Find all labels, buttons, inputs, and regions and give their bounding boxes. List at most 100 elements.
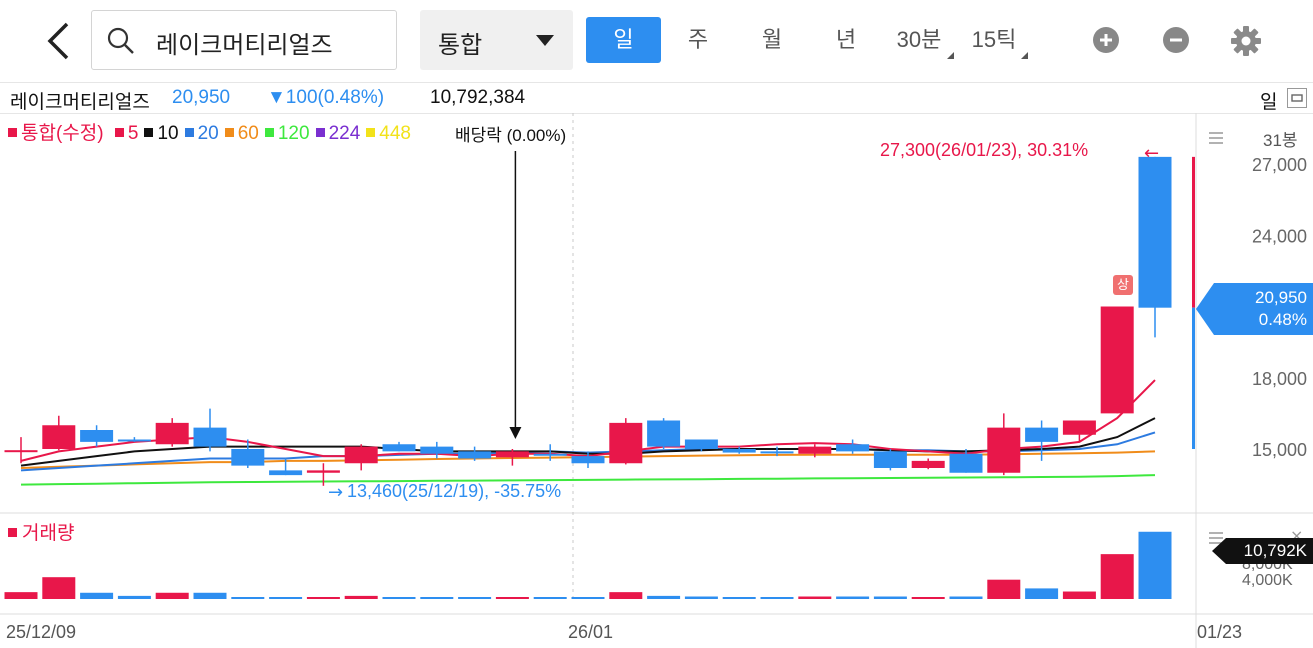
volume-bar <box>155 592 189 599</box>
volume-bar <box>382 597 416 599</box>
search-box[interactable]: 레이크머티리얼즈 <box>91 10 397 70</box>
search-icon <box>107 27 134 54</box>
y-tick-label: 27,000 <box>1252 155 1307 175</box>
volume-bar <box>420 597 454 599</box>
chevron-left-icon <box>47 22 69 60</box>
legend-ma-5: 5 <box>114 123 139 145</box>
legend-ma-20: 20 <box>184 123 219 145</box>
tab-day[interactable]: 일 <box>586 17 661 63</box>
volume-bar <box>344 595 378 599</box>
tab-week[interactable]: 주 <box>687 27 709 52</box>
x-tick-label: 26/01 <box>568 622 613 642</box>
volume-bar <box>42 577 76 599</box>
legend-swatch <box>184 128 194 137</box>
volume-tick-4000k: 4,000K <box>1242 572 1293 589</box>
legend-ma-label: 5 <box>127 123 139 144</box>
legend-main-label: 통합(수정) <box>21 123 104 144</box>
range-bar-down <box>1192 307 1195 449</box>
legend-ma-label: 448 <box>379 123 411 144</box>
back-button[interactable] <box>40 18 80 64</box>
search-input[interactable]: 레이크머티리얼즈 <box>156 32 333 59</box>
candle-body <box>722 449 756 453</box>
high-annotation: 27,300(26/01/23), 30.31% <box>880 140 1089 160</box>
volume-bar <box>231 597 265 599</box>
candle-body <box>760 451 794 454</box>
settings-button[interactable] <box>1229 24 1263 58</box>
volume-label: 거래량 <box>22 523 75 544</box>
candle-body <box>344 446 378 464</box>
tab-year[interactable]: 년 <box>835 27 857 52</box>
x-tick-label: 01/23 <box>1197 622 1242 642</box>
zoom-in-button[interactable] <box>1093 27 1119 53</box>
candle-body <box>1062 420 1096 435</box>
market-select[interactable]: 통합 <box>420 10 573 70</box>
volume-bar <box>458 597 492 599</box>
volume-bar <box>117 595 151 599</box>
tab-30min[interactable]: 30분 <box>892 17 954 63</box>
y-tick-label: 15,000 <box>1252 440 1307 460</box>
stock-volume: 10,792,384 <box>430 87 526 108</box>
expand-button[interactable] <box>1287 88 1307 108</box>
candle-body <box>571 456 605 464</box>
stock-name: 레이크머티리얼즈 <box>10 92 150 113</box>
candle-body <box>949 453 983 473</box>
volume-bar <box>1138 531 1172 599</box>
legend-swatch <box>315 128 325 137</box>
low-annotation: 13,460(25/12/19), -35.75% <box>347 481 562 501</box>
y-tick-label: 18,000 <box>1252 369 1307 389</box>
price-tag-value: 20,950 <box>1255 288 1307 307</box>
tab-15tick[interactable]: 15틱 <box>968 17 1028 63</box>
candle-count: 31봉 <box>1263 131 1298 150</box>
legend-ma-448: 448 <box>366 123 411 145</box>
corner-icon <box>947 52 954 59</box>
volume-bar <box>911 597 945 599</box>
volume-bar <box>722 597 756 599</box>
legend-swatch <box>224 128 234 137</box>
legend-swatch <box>366 128 376 137</box>
candle-body <box>382 444 416 452</box>
legend-ma-label: 224 <box>328 123 361 144</box>
candle-body <box>269 470 303 476</box>
arrow-left-icon: ← <box>1144 143 1159 164</box>
legend-swatch <box>144 128 154 137</box>
caret-down-icon <box>536 35 554 46</box>
legend-swatch <box>8 128 17 137</box>
zoom-out-button[interactable] <box>1163 27 1189 53</box>
tab-30min-label: 30분 <box>896 27 942 52</box>
tab-month[interactable]: 월 <box>761 27 783 52</box>
candle-body <box>1138 156 1172 308</box>
candle-body <box>155 422 189 445</box>
legend-main: 통합(수정) <box>8 118 104 145</box>
chart-legend: 통합(수정) 5 10 20 60 120 224 448 <box>8 118 417 145</box>
legend-ma-label: 60 <box>237 123 259 144</box>
candle-body <box>420 446 454 454</box>
volume-bar <box>798 596 832 599</box>
stock-price: 20,950 <box>172 87 231 108</box>
volume-bar <box>684 596 718 599</box>
candle-body <box>873 451 907 468</box>
volume-swatch <box>8 528 17 537</box>
legend-ma-10: 10 <box>144 123 179 145</box>
volume-bar <box>760 597 794 599</box>
candle-body <box>458 451 492 459</box>
volume-bar <box>4 592 38 599</box>
candle-body <box>4 450 38 453</box>
candle-body <box>987 427 1021 473</box>
candle-body <box>647 420 681 447</box>
x-tick-label: 25/12/09 <box>6 622 76 642</box>
stock-change: ▼100(0.48%) <box>267 87 385 108</box>
candle-body <box>306 470 340 473</box>
candle-body <box>231 449 265 466</box>
legend-ma-label: 20 <box>197 123 219 144</box>
period-indicator: 일 <box>1260 92 1278 113</box>
market-select-value: 통합 <box>438 32 483 59</box>
volume-bar <box>571 597 605 599</box>
volume-bar <box>609 592 643 599</box>
legend-ma-60: 60 <box>224 123 259 145</box>
volume-bar <box>1062 591 1096 599</box>
y-tick-label: 24,000 <box>1252 226 1307 246</box>
volume-bar <box>949 596 983 599</box>
candle-body <box>1025 427 1059 442</box>
volume-bar <box>987 579 1021 599</box>
